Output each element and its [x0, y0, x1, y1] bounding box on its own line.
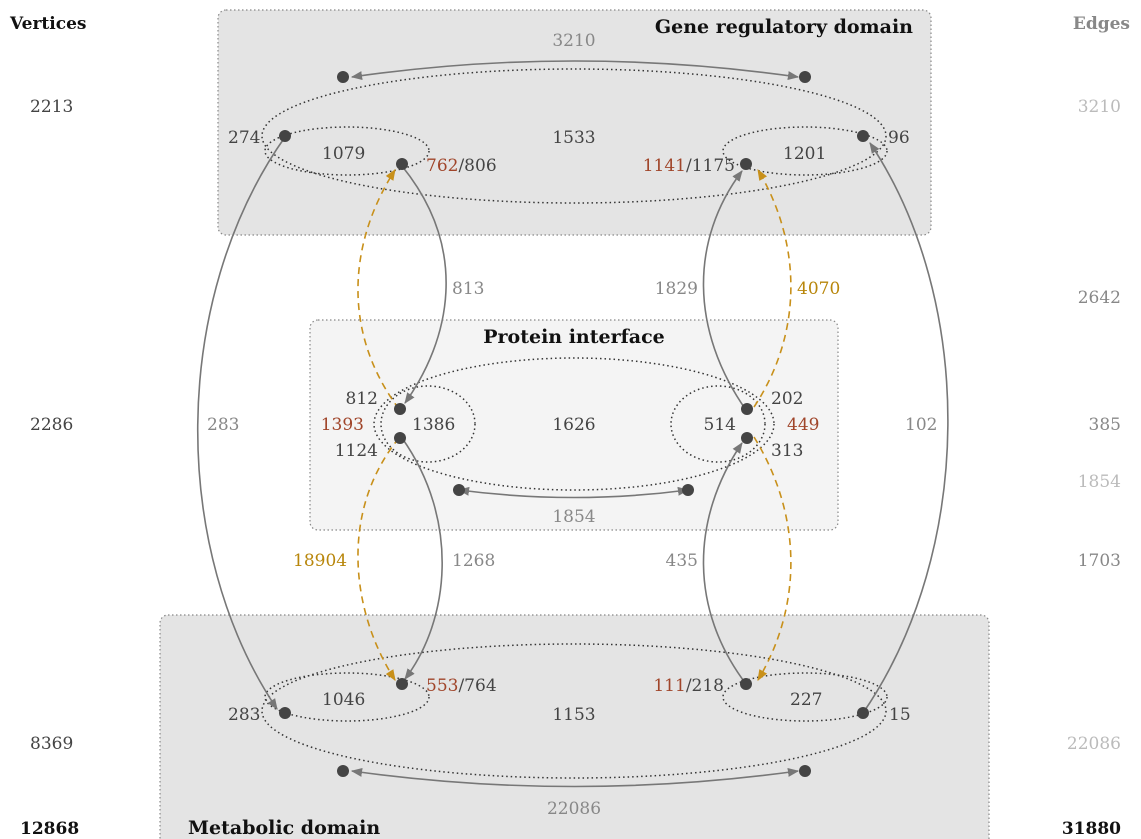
- node: [857, 130, 869, 142]
- protein-left-top: 812: [346, 389, 378, 409]
- protein-outer-ellipse: [373, 357, 775, 491]
- edge-label-283: 283: [207, 415, 239, 435]
- node: [396, 678, 408, 690]
- edge-label-435: 435: [666, 551, 698, 571]
- protein-left-ellipse: [380, 385, 476, 463]
- node: [394, 432, 406, 444]
- node: [741, 403, 753, 415]
- gene-regulatory-panel: [217, 9, 932, 236]
- protein-right-top: 202: [771, 389, 803, 409]
- gene-left-outer: 274: [228, 128, 260, 148]
- edge-label-1829: 1829: [655, 279, 698, 299]
- protein-right-bottom: 313: [771, 441, 803, 461]
- edge-gold-upper-right: [753, 169, 792, 408]
- gene-left-inner: 1079: [322, 144, 365, 164]
- gene-left-inner-ellipse: [264, 126, 430, 176]
- protein-right-ellipse: [670, 385, 766, 463]
- gene-right-inner-ellipse: [722, 126, 888, 176]
- node: [337, 765, 349, 777]
- metabolic-edges: 22086: [1067, 734, 1121, 754]
- edge-protein-to-gene-right: [702, 170, 747, 411]
- protein-vertices: 2286: [30, 415, 73, 435]
- edge-label-102: 102: [905, 415, 937, 435]
- node: [857, 707, 869, 719]
- metabolic-left-inner-ellipse: [264, 672, 430, 722]
- node: [799, 765, 811, 777]
- edge-gold-upper-left: [357, 169, 400, 410]
- edges-header: Edges: [1073, 14, 1130, 34]
- protein-interface-panel: [309, 319, 839, 531]
- gene-edges: 3210: [1078, 97, 1121, 117]
- protein-bottom-edge: [457, 486, 690, 499]
- upper-between-edges: 2642: [1078, 288, 1121, 308]
- node: [682, 484, 694, 496]
- gene-top-edge: [350, 60, 800, 81]
- edge-label-813: 813: [452, 279, 484, 299]
- metabolic-left-inner: 1046: [322, 690, 365, 710]
- gene-right-outer: 96: [888, 128, 910, 148]
- metabolic-vertices: 8369: [30, 734, 73, 754]
- metabolic-center: 1153: [552, 705, 595, 725]
- edge-label-1268: 1268: [452, 551, 495, 571]
- node: [279, 707, 291, 719]
- vertices-header: Vertices: [9, 14, 86, 34]
- metabolic-bottom-edge-label: 22086: [547, 799, 601, 819]
- metabolic-right-inner-ellipse: [722, 672, 888, 722]
- node: [396, 158, 408, 170]
- gene-vertices: 2213: [30, 97, 73, 117]
- gene-top-edge-label: 3210: [552, 31, 595, 51]
- edge-gene-to-protein-left: [401, 165, 447, 404]
- metabolic-outer-ellipse: [261, 643, 887, 779]
- metabolic-panel: [159, 614, 990, 839]
- protein-edges-a: 385: [1089, 415, 1121, 435]
- protein-right-inner: 514: [704, 415, 736, 435]
- edge-protein-to-metabolic-left: [401, 437, 443, 680]
- node: [741, 432, 753, 444]
- metabolic-right-outer: 15: [889, 705, 911, 725]
- edge-gold-lower-right: [753, 436, 792, 681]
- node: [453, 484, 465, 496]
- metabolic-title: Metabolic domain: [188, 817, 380, 839]
- protein-bottom-edge-label: 1854: [552, 507, 595, 527]
- node: [279, 130, 291, 142]
- node: [740, 678, 752, 690]
- lower-between-edges: 1703: [1078, 551, 1121, 571]
- node: [799, 71, 811, 83]
- metabolic-bottom-edge: [350, 767, 800, 788]
- gene-right-node-label: 1141/1175: [643, 156, 735, 176]
- gene-center: 1533: [552, 128, 595, 148]
- metabolic-left-outer: 283: [228, 705, 260, 725]
- gene-right-inner: 1201: [783, 144, 826, 164]
- gene-title: Gene regulatory domain: [655, 16, 913, 38]
- edge-label-4070: 4070: [797, 279, 840, 299]
- gene-left-node-label: 762/806: [426, 156, 497, 176]
- node: [740, 158, 752, 170]
- node: [394, 403, 406, 415]
- total-vertices: 12868: [20, 819, 79, 839]
- metabolic-left-node-label: 553/764: [426, 676, 497, 696]
- protein-left-inner: 1386: [412, 415, 455, 435]
- edge-far-right: [862, 142, 949, 714]
- protein-center: 1626: [552, 415, 595, 435]
- protein-left-bottom: 1124: [335, 441, 378, 461]
- protein-edges-b: 1854: [1078, 472, 1121, 492]
- edge-label-18904: 18904: [293, 551, 347, 571]
- edge-far-left: [196, 136, 286, 710]
- protein-title: Protein interface: [483, 326, 665, 348]
- metabolic-right-node-label: 111/218: [653, 676, 724, 696]
- edge-metabolic-to-protein-right: [702, 442, 747, 685]
- protein-right-red: 449: [787, 415, 819, 435]
- metabolic-right-inner: 227: [790, 690, 822, 710]
- node: [337, 71, 349, 83]
- gene-outer-ellipse: [261, 68, 887, 204]
- total-edges: 31880: [1062, 819, 1121, 839]
- protein-left-red: 1393: [321, 415, 364, 435]
